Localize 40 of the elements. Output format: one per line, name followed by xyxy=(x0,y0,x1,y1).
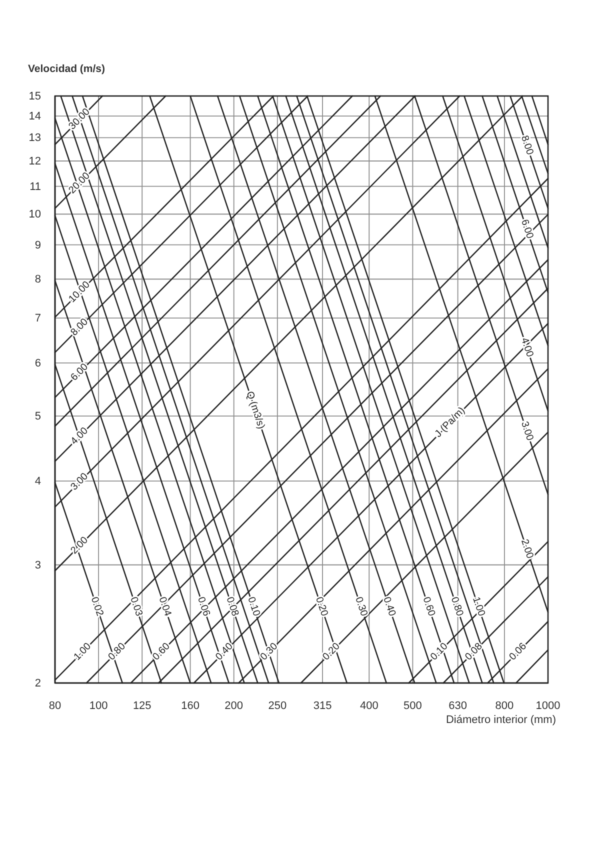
text: 0.06 xyxy=(507,640,530,663)
y-tick-label: 7 xyxy=(34,312,41,325)
y-tick-label: 8 xyxy=(34,274,41,286)
text: 4.00 xyxy=(68,425,91,448)
x-tick-label: 250 xyxy=(268,700,287,712)
y-tick-label: 5 xyxy=(34,410,41,423)
text: 0.10 xyxy=(245,596,262,618)
x-tick-label: 1000 xyxy=(536,700,560,712)
x-tick-label: 800 xyxy=(495,700,514,712)
y-tick-label: 14 xyxy=(28,110,41,123)
text: 0.30 xyxy=(258,640,280,663)
text: 8.00 xyxy=(518,134,536,157)
x-tick-label: 160 xyxy=(181,700,200,712)
text: 0.60 xyxy=(420,596,437,618)
x-tick-label: 100 xyxy=(89,700,108,712)
y-tick-label: 9 xyxy=(34,239,41,252)
y-tick-label: 3 xyxy=(34,559,41,572)
y-tick-label: 10 xyxy=(28,208,41,221)
x-tick-label: 125 xyxy=(132,700,152,712)
y-tick-label: 15 xyxy=(28,90,41,103)
text: 3.00 xyxy=(518,420,536,443)
y-tick-label: 11 xyxy=(30,180,41,193)
x-tick-label: 315 xyxy=(313,700,332,712)
y-tick-label: 6 xyxy=(34,357,41,370)
text: 1.00 xyxy=(72,640,94,663)
x-tick-label: 500 xyxy=(404,700,422,712)
y-tick-label: 12 xyxy=(28,156,41,168)
text: 0.30 xyxy=(352,596,370,618)
x-tick-label: 80 xyxy=(48,700,62,712)
y-tick-label: 2 xyxy=(34,678,41,690)
x-axis-title: Diámetro interior (mm) xyxy=(446,714,556,726)
text: 2.00 xyxy=(518,538,536,560)
x-tick-label: 630 xyxy=(448,700,467,712)
text: 3.00 xyxy=(68,470,91,493)
y-axis-title: Velocidad (m/s) xyxy=(28,63,106,75)
y-tick-label: 4 xyxy=(34,476,41,488)
x-tick-label: 400 xyxy=(360,700,378,712)
text: 0.60 xyxy=(150,640,173,663)
x-tick-label: 200 xyxy=(224,700,244,712)
y-tick-label: 13 xyxy=(28,132,41,144)
